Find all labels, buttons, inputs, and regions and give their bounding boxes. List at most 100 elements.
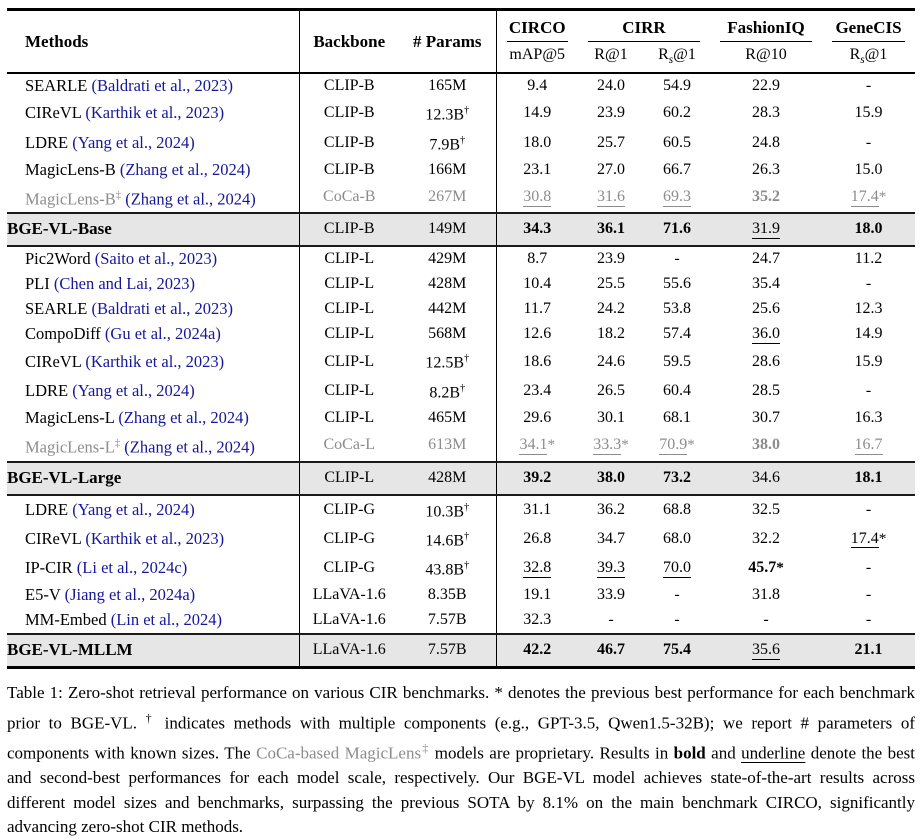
citation-link[interactable]: (Lin et al., 2024) bbox=[106, 610, 223, 630]
value-cell: 69.3 bbox=[644, 183, 710, 214]
citation-link[interactable]: (Jiang et al., 2024a) bbox=[60, 585, 196, 605]
value-cell: 30.1 bbox=[578, 406, 644, 431]
value-cell: 23.1 bbox=[495, 157, 578, 183]
value-cell: 70.0 bbox=[644, 554, 710, 583]
citation-link[interactable]: (Baldrati et al., 2023) bbox=[87, 76, 234, 96]
metric-value: - bbox=[763, 611, 769, 629]
value-cell: 23.9 bbox=[578, 99, 644, 128]
value-cell: 16.7 bbox=[822, 431, 915, 462]
value-cell: 23.4 bbox=[495, 376, 578, 406]
table-row: LDRE (Yang et al., 2024) CLIP-B 7.9B† 18.0 2… bbox=[7, 128, 915, 158]
metric-value: 31.6 bbox=[597, 188, 625, 207]
value-cell: 14.9 bbox=[822, 322, 915, 347]
value-cell: 11.7 bbox=[495, 297, 578, 323]
method-name: BGE-VL-MLLM bbox=[7, 640, 133, 660]
metric-value: - bbox=[865, 275, 872, 293]
table-row: LDRE (Yang et al., 2024) CLIP-G 10.3B† 31.1… bbox=[7, 494, 915, 525]
metric-value: 10.4 bbox=[523, 275, 552, 293]
params-cell: 8.35B bbox=[427, 586, 467, 604]
metric-value: 25.7 bbox=[597, 133, 625, 151]
citation-link[interactable]: (Zhang et al., 2024) bbox=[115, 159, 251, 179]
metric-value: 17.4 bbox=[850, 188, 879, 207]
citation-link[interactable]: (Li et al., 2024c) bbox=[72, 558, 188, 578]
value-cell: - bbox=[644, 608, 710, 634]
citation-link[interactable]: (Karthik et al., 2023) bbox=[81, 351, 225, 371]
multi-component-marker: † bbox=[459, 134, 466, 146]
params-cell: 568M bbox=[428, 325, 467, 343]
backbone-cell: CLIP-L bbox=[298, 376, 399, 406]
citation-link[interactable]: (Yang et al., 2024) bbox=[68, 499, 195, 519]
citation-link[interactable]: (Baldrati et al., 2023) bbox=[87, 299, 234, 319]
header-metric-row: mAP@5 R@1 Rs@1 R@10 Rs@1 bbox=[7, 42, 915, 74]
metric-value: 14.9 bbox=[523, 104, 552, 122]
multi-component-marker: † bbox=[463, 530, 470, 542]
citation-link[interactable]: (Zhang et al., 2024) bbox=[121, 189, 256, 209]
value-cell: 39.2 bbox=[495, 461, 578, 495]
value-cell: 34.1* bbox=[495, 431, 578, 462]
value-cell: 24.8 bbox=[710, 129, 822, 158]
metric-value: 39.2 bbox=[523, 468, 552, 486]
metric-value: 36.1 bbox=[597, 220, 625, 238]
value-cell: 26.5 bbox=[578, 377, 644, 406]
params-cell: 7.57B bbox=[427, 611, 467, 629]
previous-best-marker: * bbox=[878, 529, 887, 547]
metric-value: 18.6 bbox=[523, 352, 552, 370]
metric-value: 36.2 bbox=[597, 500, 625, 518]
caption-segment: indicates methods with multiple componen… bbox=[7, 713, 915, 763]
value-cell: 35.2 bbox=[710, 183, 822, 214]
citation-link[interactable]: (Chen and Lai, 2023) bbox=[49, 274, 196, 294]
citation-link[interactable]: (Yang et al., 2024) bbox=[68, 132, 195, 152]
value-cell: 60.2 bbox=[644, 99, 710, 128]
citation-link[interactable]: (Zhang et al., 2024) bbox=[114, 408, 249, 427]
citation-link[interactable]: (Karthik et al., 2023) bbox=[81, 103, 225, 123]
method-cell: MagicLens-B (Zhang et al., 2024) bbox=[7, 158, 299, 183]
metric-value: 38.0 bbox=[752, 436, 780, 454]
metric-value: - bbox=[865, 559, 872, 577]
method-name: SEARLE bbox=[25, 299, 88, 319]
value-cell: 39.3 bbox=[578, 554, 644, 583]
metric-value: 60.5 bbox=[663, 133, 691, 151]
citation-link[interactable]: (Karthik et al., 2023) bbox=[81, 528, 225, 548]
value-cell: 33.9 bbox=[578, 583, 644, 608]
params-cell: 267M bbox=[428, 188, 467, 206]
params-cell: 7.57B bbox=[427, 641, 467, 659]
metric-value: 70.0 bbox=[663, 559, 691, 578]
metric-value: - bbox=[865, 77, 872, 95]
metric-value: 26.8 bbox=[523, 529, 552, 547]
metric-value: 75.4 bbox=[663, 641, 691, 659]
citation-link[interactable]: (Gu et al., 2024a) bbox=[100, 324, 221, 344]
params-cell: 465M bbox=[428, 409, 467, 426]
proprietary-marker: ‡ bbox=[114, 437, 121, 449]
method-cell: MagicLens-L‡ (Zhang et al., 2024) bbox=[7, 431, 299, 462]
value-cell: 73.2 bbox=[644, 462, 710, 495]
col-header-methods: Methods bbox=[25, 31, 89, 51]
params-cell: 166M bbox=[428, 160, 467, 178]
table-body: SEARLE (Baldrati et al., 2023) CLIP-B 165M… bbox=[7, 73, 915, 668]
metric-value: 34.1 bbox=[519, 436, 548, 455]
value-cell: 60.4 bbox=[644, 377, 710, 406]
citation-link[interactable]: (Yang et al., 2024) bbox=[68, 380, 195, 400]
metric-value: - bbox=[674, 250, 680, 268]
value-cell: 28.6 bbox=[710, 347, 822, 376]
citation-link[interactable]: (Zhang et al., 2024) bbox=[120, 437, 255, 457]
citation-link[interactable]: (Saito et al., 2023) bbox=[90, 249, 218, 269]
value-cell: 35.4 bbox=[710, 272, 822, 297]
metric-value: 33.3 bbox=[593, 436, 622, 455]
metric-value: 68.0 bbox=[663, 529, 691, 547]
value-cell: 42.2 bbox=[495, 634, 578, 668]
params-cell: 165M bbox=[428, 77, 467, 95]
value-cell: 29.6 bbox=[495, 406, 578, 431]
params-cell: 428M bbox=[428, 468, 467, 486]
method-name: MagicLens-B bbox=[25, 159, 116, 179]
metric-value: 11.7 bbox=[523, 300, 551, 318]
value-cell: 68.1 bbox=[644, 406, 710, 431]
value-cell: - bbox=[822, 554, 915, 583]
method-cell: BGE-VL-MLLM bbox=[7, 634, 299, 668]
value-cell: 32.5 bbox=[710, 495, 822, 525]
highlight-row: BGE-VL-Base CLIP-B 149M 34.3 36.1 71.6 31.9 18.… bbox=[7, 213, 915, 247]
metric-value: 34.6 bbox=[752, 468, 780, 486]
metric-value: 15.0 bbox=[854, 160, 883, 178]
params-cell: 10.3B† bbox=[425, 501, 470, 520]
value-cell: 24.2 bbox=[578, 297, 644, 322]
metric-value: 14.9 bbox=[854, 325, 883, 343]
